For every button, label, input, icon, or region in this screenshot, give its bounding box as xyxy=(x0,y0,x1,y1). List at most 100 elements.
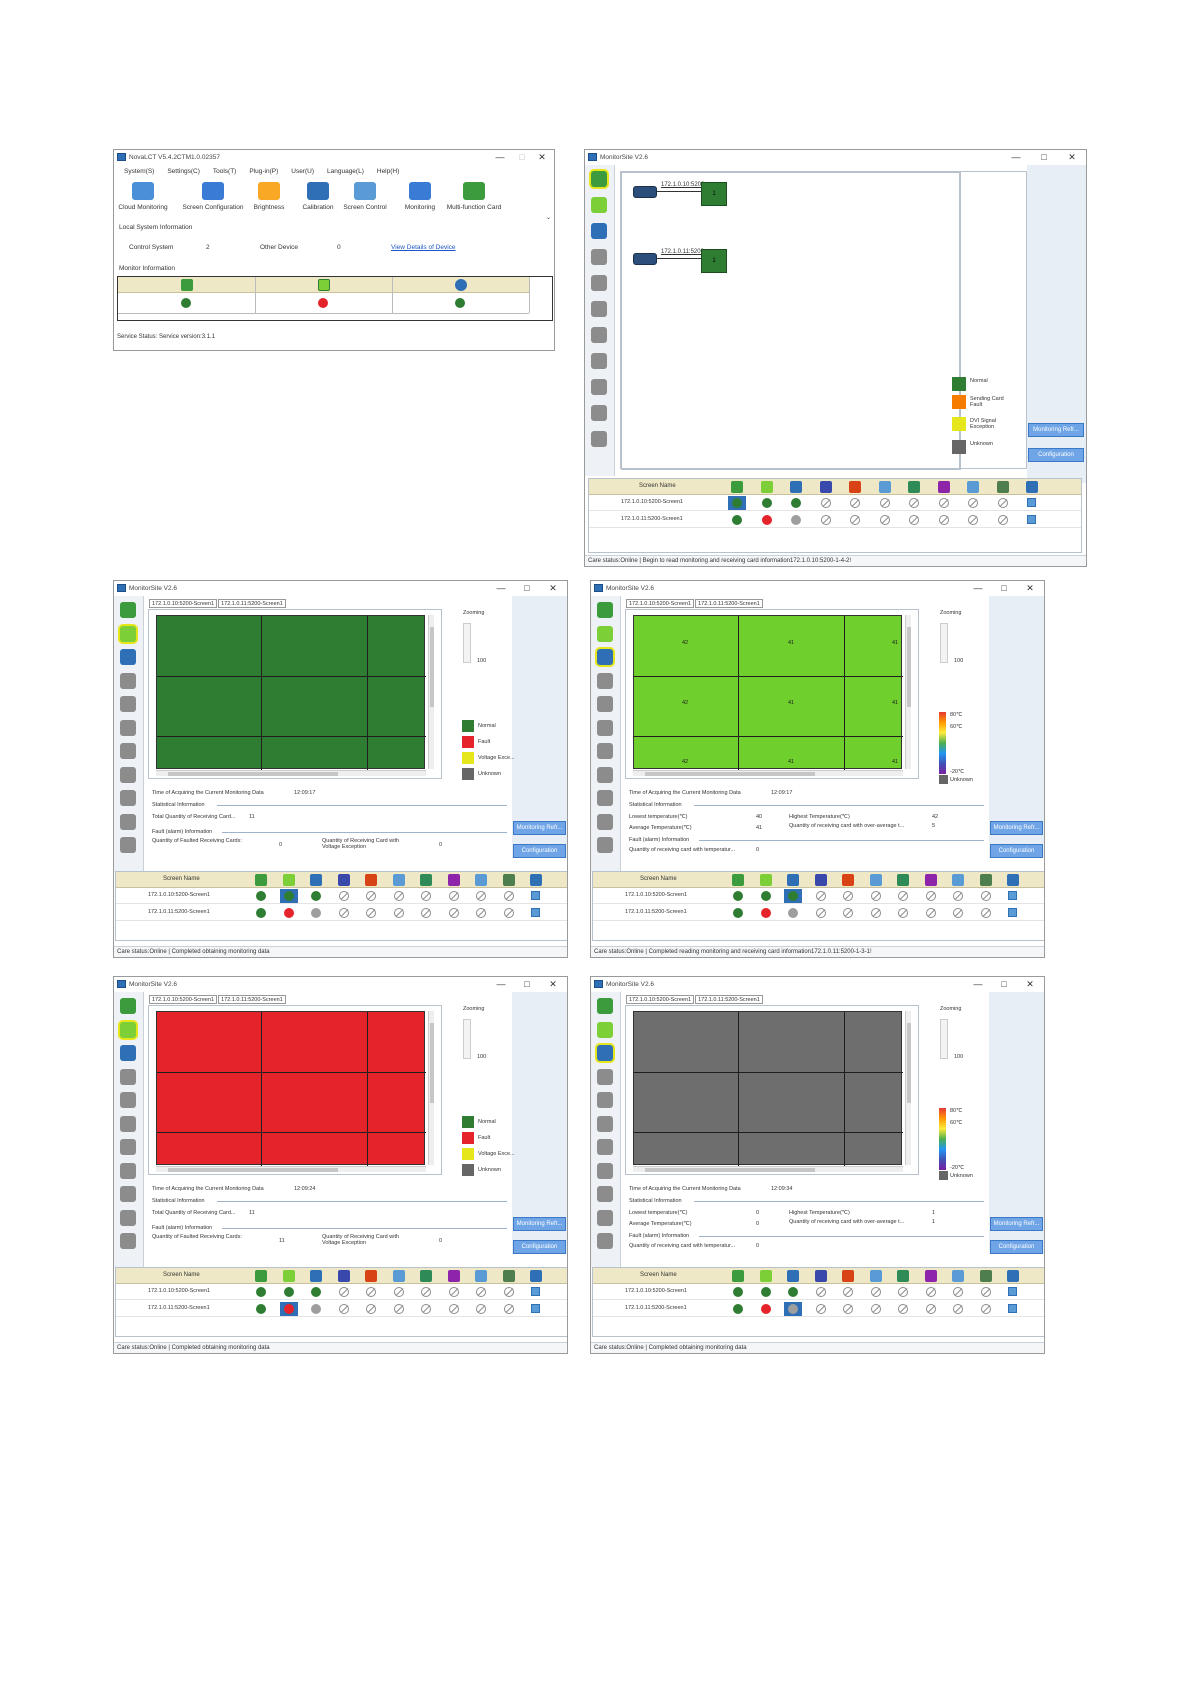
exit-icon[interactable] xyxy=(967,481,979,493)
receiving-card-icon[interactable] xyxy=(591,197,607,213)
menu-item-5[interactable]: Language(L) xyxy=(327,168,364,175)
table-row[interactable]: 172.1.0.10:5200-Screen1 xyxy=(593,888,1044,904)
details-icon[interactable] xyxy=(531,891,540,900)
status-dot[interactable] xyxy=(283,1287,294,1297)
receiving-card-icon[interactable] xyxy=(120,1021,136,1038)
minimize-button[interactable]: — xyxy=(496,583,506,593)
temperature-icon[interactable] xyxy=(310,874,322,886)
tool-3-button[interactable]: Calibration xyxy=(293,182,343,211)
status-dot[interactable] xyxy=(283,908,294,918)
status-dot[interactable] xyxy=(256,908,266,918)
fan-icon[interactable] xyxy=(120,1139,136,1155)
table-row[interactable]: 172.1.0.11:5200-Screen1 xyxy=(116,905,567,921)
status-dot[interactable] xyxy=(760,1287,771,1297)
power-icon[interactable] xyxy=(937,481,950,493)
configuration-button[interactable]: Configuration xyxy=(513,1240,566,1254)
humidity-icon[interactable] xyxy=(120,1068,136,1085)
temperature-icon[interactable] xyxy=(787,874,799,886)
tab-screen[interactable]: 172.1.0.11:5200-Screen1 xyxy=(695,995,763,1004)
status-dot[interactable] xyxy=(283,1304,294,1314)
voltage-icon[interactable] xyxy=(420,1270,432,1282)
device-ip[interactable]: 172.1.0.10:5200 xyxy=(661,182,705,188)
network-icon[interactable] xyxy=(530,1270,542,1282)
minimize-button[interactable]: — xyxy=(1011,152,1021,162)
scroll-thumb[interactable] xyxy=(430,627,434,707)
voltage-icon[interactable] xyxy=(897,874,909,886)
table-row[interactable]: 172.1.0.10:5200-Screen1 xyxy=(116,1284,567,1300)
receiving-card-grid[interactable]: 42 41 41 42 41 41 42 41 41 xyxy=(633,615,903,770)
sending-card-icon[interactable] xyxy=(732,1270,744,1282)
smoke-icon[interactable] xyxy=(597,696,613,712)
temperature-icon[interactable] xyxy=(120,649,136,665)
voltage-icon[interactable] xyxy=(597,766,613,783)
title-bar[interactable]: NovaLCT V5.4.2CTM1.0.02357 — □ ✕ xyxy=(114,150,554,165)
view-details-link[interactable]: View Details of Device xyxy=(391,244,456,251)
tool-0-button[interactable]: Cloud Monitoring xyxy=(118,182,168,211)
table-row[interactable]: 172.1.0.11:5200-Screen1 xyxy=(116,1301,567,1317)
details-icon[interactable] xyxy=(531,1287,540,1296)
close-button[interactable]: ✕ xyxy=(549,979,557,989)
tab-screen[interactable]: 172.1.0.11:5200-Screen1 xyxy=(218,995,286,1004)
close-button[interactable]: ✕ xyxy=(549,583,557,593)
sending-card-icon[interactable] xyxy=(597,602,613,618)
smoke-icon[interactable] xyxy=(365,874,377,886)
sending-card-icon[interactable] xyxy=(255,1270,267,1282)
receiving-card-grid[interactable] xyxy=(156,615,426,770)
close-button[interactable]: ✕ xyxy=(1026,583,1034,593)
menu-item-1[interactable]: Settings(C) xyxy=(167,168,200,175)
title-bar[interactable]: MonitorSite V2.6 — □ ✕ xyxy=(114,977,567,992)
configuration-button[interactable]: Configuration xyxy=(990,844,1043,858)
tab-screen[interactable]: 172.1.0.11:5200-Screen1 xyxy=(218,599,286,608)
maximize-button[interactable]: □ xyxy=(524,583,530,593)
status-dot[interactable] xyxy=(760,1304,771,1314)
smoke-icon[interactable] xyxy=(842,1270,854,1282)
details-icon[interactable] xyxy=(1008,908,1017,917)
exit-icon[interactable] xyxy=(120,1209,136,1226)
table-row[interactable]: 172.1.0.11:5200-Screen1 xyxy=(593,905,1044,921)
status-dot[interactable] xyxy=(733,891,743,901)
module-icon[interactable] xyxy=(120,719,136,736)
maximize-button[interactable]: □ xyxy=(1001,583,1007,593)
details-icon[interactable] xyxy=(1008,1304,1017,1313)
configuration-button[interactable]: Configuration xyxy=(1028,448,1084,462)
zoom-slider[interactable] xyxy=(463,1019,471,1059)
table-row[interactable]: 172.1.0.10:5200-Screen1 xyxy=(116,888,567,904)
tool-1-button[interactable]: Screen Configuration xyxy=(178,182,248,211)
network-icon[interactable] xyxy=(1007,1270,1019,1282)
scroll-thumb[interactable] xyxy=(645,772,815,776)
humidity-icon[interactable] xyxy=(591,249,607,265)
scroll-thumb[interactable] xyxy=(430,1023,434,1103)
status-dot[interactable] xyxy=(788,1287,798,1297)
smoke-icon[interactable] xyxy=(120,1092,136,1108)
humidity-icon[interactable] xyxy=(814,874,827,886)
monitoring-refresh-button[interactable]: Monitoring Refr... xyxy=(990,1217,1043,1231)
status-dot[interactable] xyxy=(732,498,742,508)
exit-icon[interactable] xyxy=(952,1270,964,1282)
status-dot[interactable] xyxy=(761,498,772,508)
power-icon[interactable] xyxy=(447,874,460,886)
power-icon[interactable] xyxy=(924,1270,937,1282)
sending-card-icon[interactable] xyxy=(732,874,744,886)
power-icon[interactable] xyxy=(597,790,613,806)
vertical-scrollbar[interactable] xyxy=(428,1011,434,1165)
status-dot[interactable] xyxy=(733,1304,743,1314)
network-icon[interactable] xyxy=(1026,481,1038,493)
humidity-icon[interactable] xyxy=(337,874,350,886)
voltage-icon[interactable] xyxy=(908,481,920,493)
fan-icon[interactable] xyxy=(869,874,882,886)
status-dot[interactable] xyxy=(256,891,266,901)
sending-device-icon[interactable] xyxy=(633,186,657,198)
scroll-thumb[interactable] xyxy=(645,1168,815,1172)
power-icon[interactable] xyxy=(924,874,937,886)
toolbar-overflow-icon[interactable]: ⌄ xyxy=(545,215,551,221)
status-dot[interactable] xyxy=(311,891,321,901)
status-dot[interactable] xyxy=(791,515,801,525)
smoke-icon[interactable] xyxy=(120,696,136,712)
temperature-icon[interactable] xyxy=(787,1270,799,1282)
voltage-icon[interactable] xyxy=(120,766,136,783)
smoke-icon[interactable] xyxy=(842,874,854,886)
details-icon[interactable] xyxy=(1027,498,1036,507)
sending-card-icon[interactable] xyxy=(255,874,267,886)
humidity-icon[interactable] xyxy=(597,1068,613,1085)
zoom-slider[interactable] xyxy=(940,1019,948,1059)
